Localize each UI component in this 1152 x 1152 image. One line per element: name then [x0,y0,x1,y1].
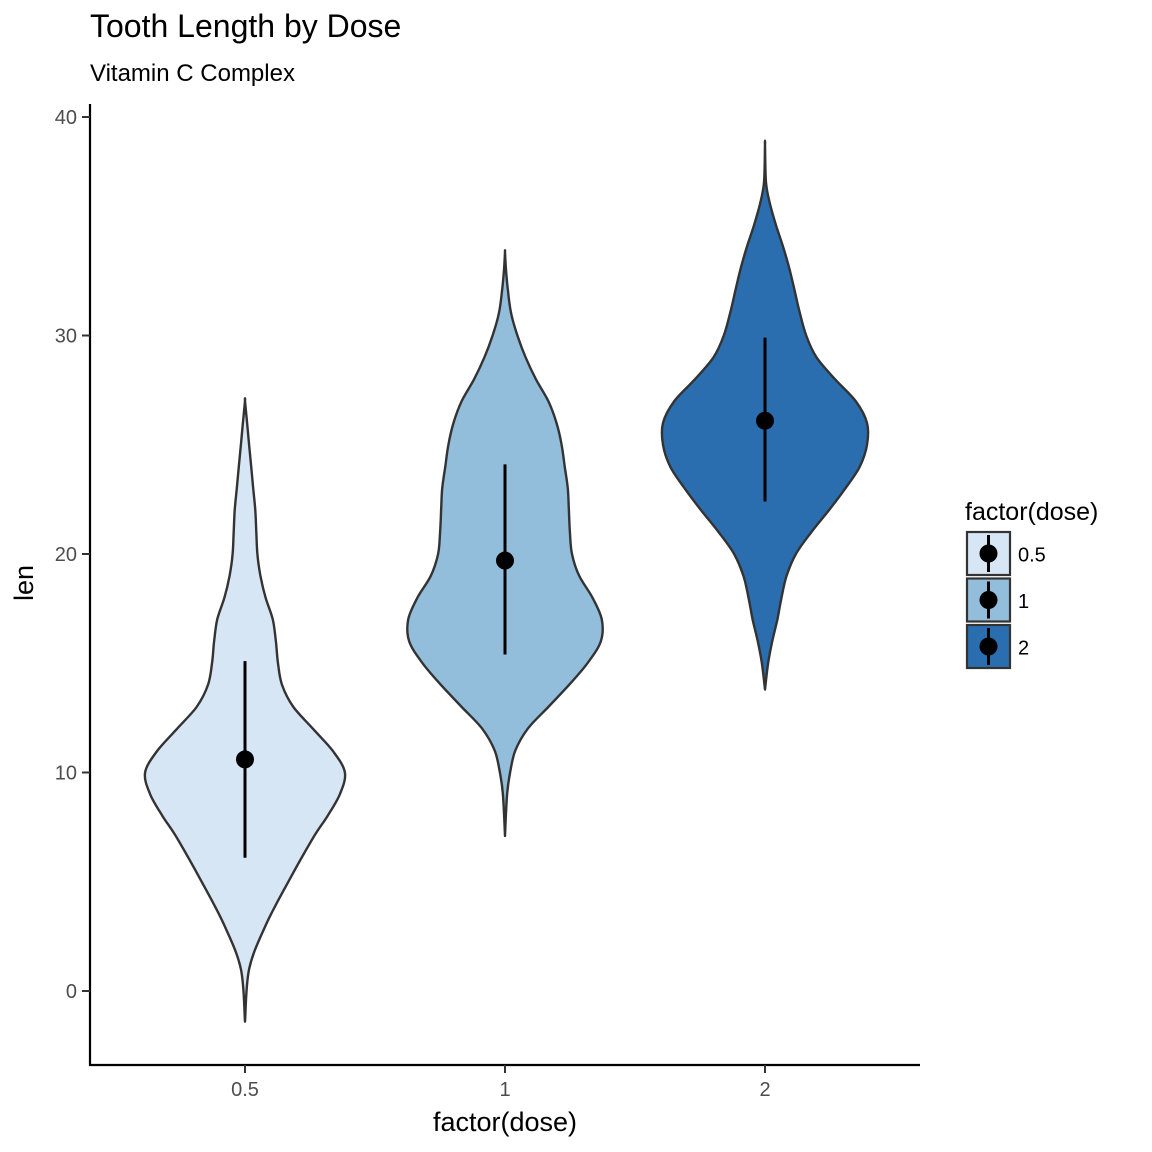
legend-label-1: 1 [1018,591,1029,613]
y-tick-label: 40 [55,107,77,129]
mean-point-1 [496,551,514,570]
legend-point-0.5 [979,544,998,563]
legend: factor(dose) 0.5 1 2 [965,498,1098,670]
x-axis-label: factor(dose) [433,1107,577,1137]
legend-label-0.5: 0.5 [1018,545,1046,567]
legend-point-2 [979,637,998,656]
legend-point-1 [979,591,998,609]
legend-title: factor(dose) [965,498,1098,526]
x-tick-label: 0.5 [231,1079,259,1101]
y-tick-label: 0 [66,981,77,1003]
mean-point-0.5 [236,750,254,769]
y-tick-label: 30 [55,326,77,348]
x-tick-label: 2 [759,1079,770,1101]
legend-label-2: 2 [1018,638,1029,660]
chart-title: Tooth Length by Dose [90,8,402,44]
chart-subtitle: Vitamin C Complex [90,60,295,87]
y-tick-label: 10 [55,763,77,785]
x-tick-label: 1 [499,1079,510,1101]
y-axis-label: len [9,565,39,601]
y-tick-label: 20 [55,544,77,566]
mean-point-2 [756,411,774,430]
